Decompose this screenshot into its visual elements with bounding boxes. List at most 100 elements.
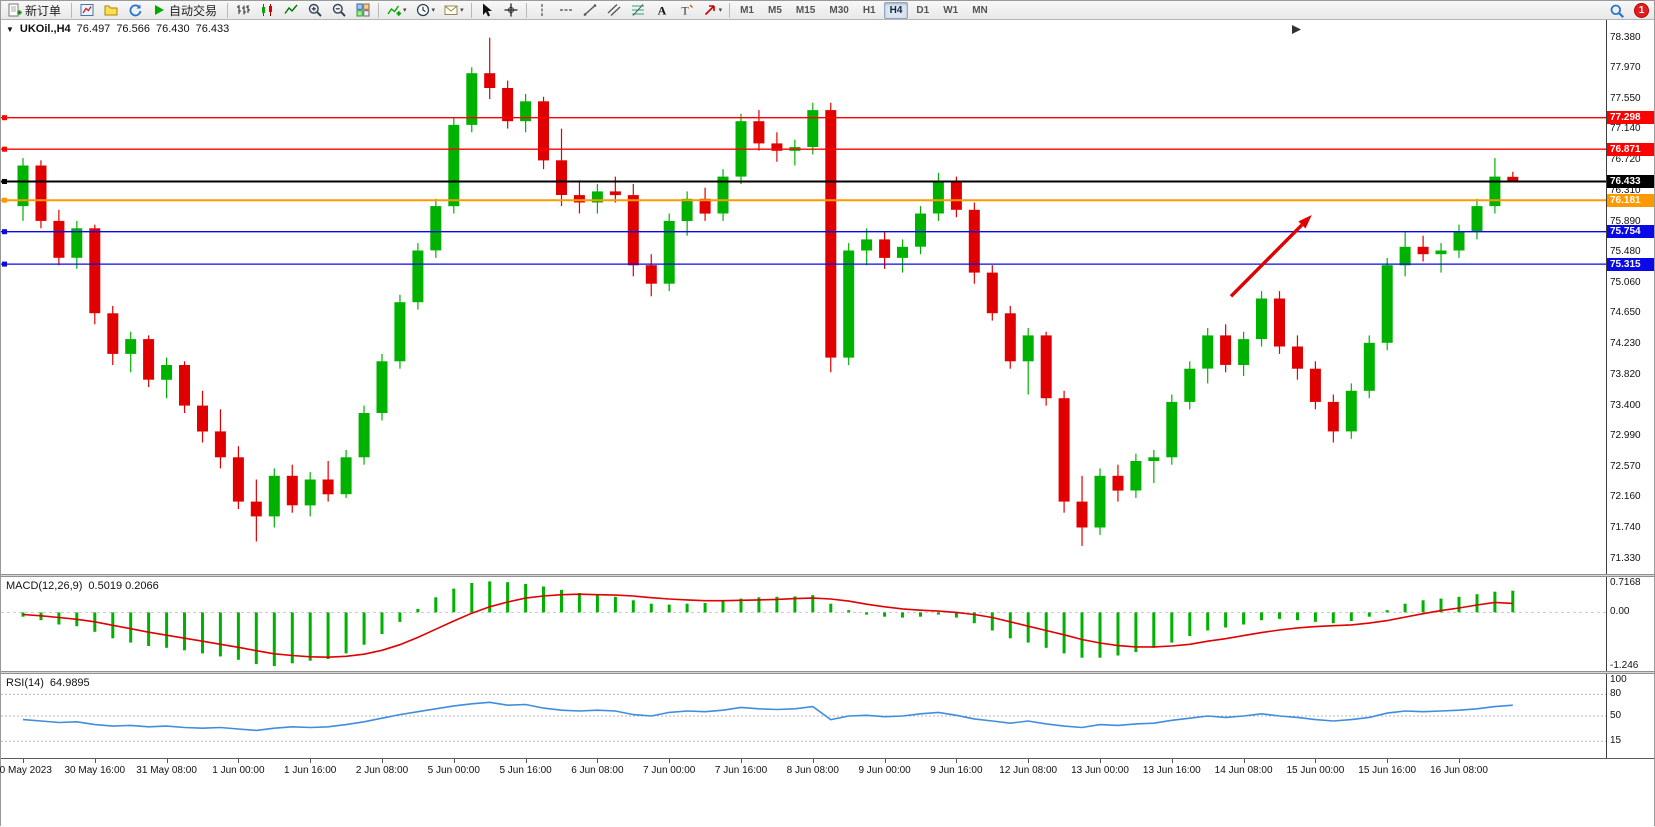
zoom-in-button[interactable]: [304, 2, 326, 19]
macd-histogram-bar: [165, 612, 169, 648]
candle-body: [1292, 346, 1303, 369]
chart-title: ▼ UKOil.,H4 76.497 76.566 76.430 76.433: [6, 23, 229, 35]
macd-histogram-bar: [703, 602, 707, 613]
profiles-button[interactable]: [100, 2, 122, 19]
macd-histogram-bar: [416, 608, 420, 613]
candle-body: [520, 101, 532, 122]
panel-splitter[interactable]: [1, 671, 1654, 674]
timeframe-button-H1[interactable]: H1: [862, 4, 876, 16]
notification-badge[interactable]: 1: [1634, 3, 1649, 18]
search-button[interactable]: [1606, 2, 1628, 19]
price-axis-label: 71.330: [1610, 552, 1641, 564]
macd-panel[interactable]: MACD(12,26,9) 0.5019 0.2066 0.7168 0.00 -1…: [1, 577, 1654, 671]
macd-histogram-bar: [1349, 612, 1353, 621]
vertical-line-button[interactable]: [531, 2, 553, 19]
timeframe-button-D1[interactable]: D1: [916, 4, 930, 16]
line-chart-button[interactable]: [280, 2, 302, 19]
rsi-panel[interactable]: RSI(14) 64.9895 100 80 50 15: [1, 674, 1654, 758]
candle-body: [394, 302, 406, 362]
bar-chart-button[interactable]: [232, 2, 254, 19]
toolbar-separator: [525, 2, 527, 18]
price-axis-label: 76.720: [1610, 154, 1641, 166]
price-line-badge: 75.315: [1607, 257, 1654, 271]
timeframe-button-M1[interactable]: M1: [740, 4, 754, 16]
price-axis-label: 73.400: [1610, 399, 1641, 411]
candle-body: [1076, 501, 1088, 528]
macd-histogram-bar: [506, 582, 510, 613]
candle-body: [1202, 335, 1214, 369]
candle-body: [1238, 339, 1250, 365]
macd-histogram-bar: [901, 612, 904, 618]
timeframe-button-M15[interactable]: M15: [795, 4, 816, 16]
indicators-button[interactable]: ▾: [383, 2, 410, 19]
price-axis[interactable]: 78.380 77.970 77.550 77.140 76.720 76.310 75.8…: [1606, 20, 1654, 574]
text-button[interactable]: A: [651, 2, 673, 19]
time-axis-label: 5 Jun 00:00: [427, 765, 480, 776]
macd-histogram-bar: [1026, 612, 1030, 643]
timeframe-button-M30[interactable]: M30: [829, 4, 849, 16]
price-chart-panel[interactable]: ▼ UKOil.,H4 76.497 76.566 76.430 76.433 …: [1, 20, 1654, 574]
arrows-icon: [702, 2, 718, 18]
macd-histogram-bar: [1260, 612, 1263, 621]
tile-windows-button[interactable]: [352, 2, 374, 19]
candle-body: [53, 220, 65, 258]
crosshair-button[interactable]: [500, 2, 522, 19]
line-handle[interactable]: [2, 115, 7, 121]
zoom-out-button[interactable]: [328, 2, 350, 19]
cursor-button[interactable]: [476, 2, 498, 19]
periods-button[interactable]: ▾: [412, 2, 439, 19]
line-handle[interactable]: [2, 229, 7, 235]
line-handle[interactable]: [2, 261, 7, 267]
trend-arrow[interactable]: [1229, 223, 1304, 298]
refresh-button[interactable]: [124, 2, 146, 19]
macd-histogram-bar: [1367, 612, 1371, 617]
time-axis-label: 13 Jun 00:00: [1071, 765, 1129, 776]
time-axis[interactable]: 30 May 2023 30 May 16:00 31 May 08:00 1 Jun…: [0, 758, 1654, 827]
timeframe-button-H4[interactable]: H4: [883, 1, 909, 19]
line-handle[interactable]: [2, 197, 7, 203]
candle-body: [1184, 368, 1196, 402]
toolbar-separator: [71, 2, 73, 18]
rsi-axis[interactable]: 100 80 50 15: [1606, 674, 1654, 758]
price-axis-label: 72.160: [1610, 491, 1641, 503]
price-close: 76.433: [195, 23, 230, 35]
macd-histogram-bar: [936, 612, 940, 615]
symbol-dropdown-icon[interactable]: ▼: [6, 24, 14, 34]
timeframe-button-MN[interactable]: MN: [972, 4, 988, 16]
candlestick-plot[interactable]: [1, 20, 1654, 574]
candle-body: [214, 431, 226, 458]
price-axis-label: 75.480: [1610, 245, 1641, 257]
price-axis-label: 72.570: [1610, 460, 1641, 472]
macd-histogram-bar: [1439, 598, 1443, 613]
auto-trading-button[interactable]: 自动交易: [148, 2, 223, 19]
timeframe-button-W1[interactable]: W1: [943, 4, 959, 16]
line-handle[interactable]: [2, 179, 7, 184]
text-label-button[interactable]: T: [675, 2, 697, 19]
timeframe-button-M5[interactable]: M5: [768, 4, 782, 16]
channel-button[interactable]: [603, 2, 625, 19]
templates-button[interactable]: ▾: [440, 2, 467, 19]
candlestick-button[interactable]: [256, 2, 278, 19]
macd-histogram-bar: [1278, 612, 1281, 619]
macd-histogram-bar: [290, 612, 294, 664]
arrows-button[interactable]: ▾: [699, 2, 726, 19]
trendline-button[interactable]: [579, 2, 601, 19]
candle-body: [304, 479, 316, 506]
charts-button[interactable]: [76, 2, 98, 19]
price-axis-label: 71.740: [1610, 522, 1641, 534]
new-order-button[interactable]: 新订单: [4, 2, 67, 19]
line-handle[interactable]: [2, 146, 7, 152]
new-order-icon: [7, 2, 23, 18]
fibonacci-button[interactable]: [627, 2, 649, 19]
cursor-icon: [479, 2, 495, 18]
time-axis-label: 9 Jun 16:00: [930, 765, 983, 776]
macd-histogram-bar: [739, 598, 743, 613]
macd-histogram-bar: [362, 612, 366, 645]
macd-histogram-bar: [1331, 612, 1335, 624]
panel-splitter[interactable]: [1, 574, 1654, 577]
macd-axis[interactable]: 0.7168 0.00 -1.246: [1606, 577, 1654, 671]
time-axis-label: 30 May 2023: [0, 765, 52, 776]
time-axis-tick: [597, 759, 599, 763]
candle-body: [1309, 368, 1321, 402]
horizontal-line-button[interactable]: [555, 2, 577, 19]
